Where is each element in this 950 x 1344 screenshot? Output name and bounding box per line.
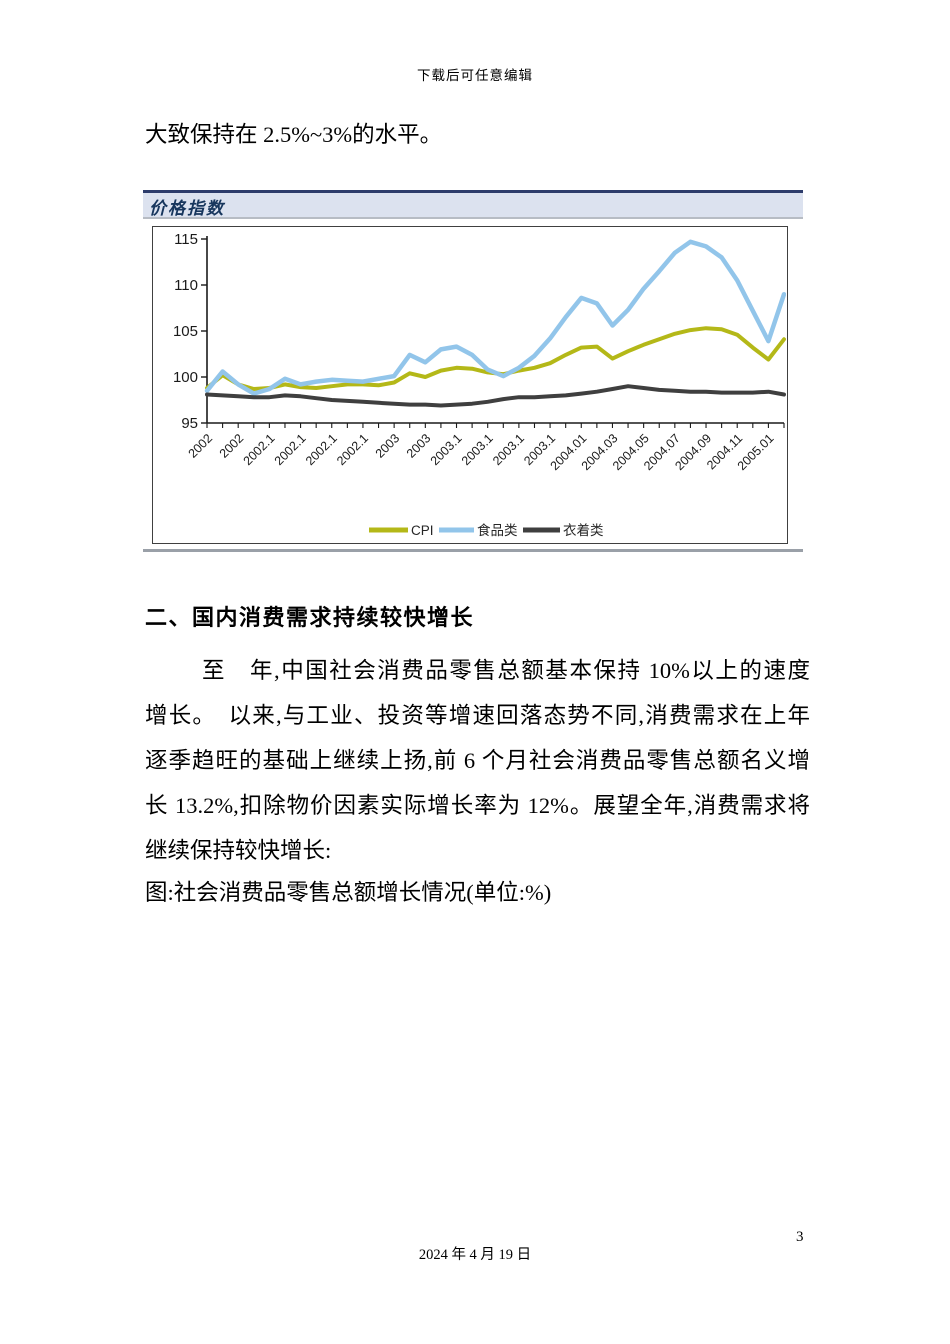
food-legend-label: 食品类: [477, 522, 518, 538]
x-tick-label: 2003.1: [459, 431, 496, 468]
x-tick-label: 2002.1: [303, 431, 340, 468]
x-tick-label: 2002.1: [272, 431, 309, 468]
paragraph-line: 至 年,中国社会消费品零售总额基本保持 10%以上的速度: [202, 658, 810, 683]
page-number: 3: [796, 1229, 804, 1245]
figure-caption: 图:社会消费品零售总额增长情况(单位:%): [145, 880, 552, 905]
food-line: [204, 239, 786, 396]
x-tick-label: 2002: [186, 431, 216, 461]
paragraph-line: 长 13.2%,扣除物价因素实际增长率为 12%。展望全年,消费需求将: [145, 793, 810, 818]
paragraph-line: 逐季趋旺的基础上继续上扬,前 6 个月社会消费品零售总额名义增: [145, 748, 810, 773]
y-tick-label: 115: [174, 231, 198, 248]
paragraph-line: 增长。 以来,与工业、投资等增速回落态势不同,消费需求在上年: [145, 703, 810, 728]
clothing-legend-label: 衣着类: [563, 522, 604, 538]
cpi-legend-label: CPI: [411, 523, 434, 538]
intro-paragraph: 大致保持在 2.5%~3%的水平。: [145, 122, 443, 147]
x-tick-label: 2002.1: [334, 431, 371, 468]
chart-title-band: 价格指数: [143, 190, 803, 219]
y-tick-label: 105: [173, 323, 198, 340]
x-tick-label: 2002.1: [241, 431, 278, 468]
chart-frame: 95 100 105 110 115 2002 2002 2002.1 2002.1 2002.1…: [152, 226, 788, 544]
x-tick-label: 2003: [373, 431, 403, 461]
chart-title: 价格指数: [149, 199, 225, 218]
x-tick-label: 2003.1: [428, 431, 465, 468]
x-tick-label: 2003.1: [490, 431, 527, 468]
y-tick-label: 100: [173, 369, 198, 386]
section-heading: 二、国内消费需求持续较快增长: [145, 605, 475, 630]
footer-date: 2024 年 4 月 19 日: [418, 1247, 532, 1263]
clothing-line: [205, 384, 786, 408]
paragraph-line: 继续保持较快增长:: [145, 838, 332, 863]
body-paragraph: 至 年,中国社会消费品零售总额基本保持 10%以上的速度增长。 以来,与工业、投…: [145, 648, 810, 873]
watermark-text: 下载后可任意编辑: [417, 68, 533, 83]
y-tick-label: 110: [174, 277, 198, 294]
y-tick-label: 95: [181, 415, 198, 432]
chart-bottom-rule: [143, 549, 803, 552]
price-index-chart-block: 价格指数 95 100 105 110 115 2002 2002 2002.1 2002.1 2…: [143, 190, 803, 552]
